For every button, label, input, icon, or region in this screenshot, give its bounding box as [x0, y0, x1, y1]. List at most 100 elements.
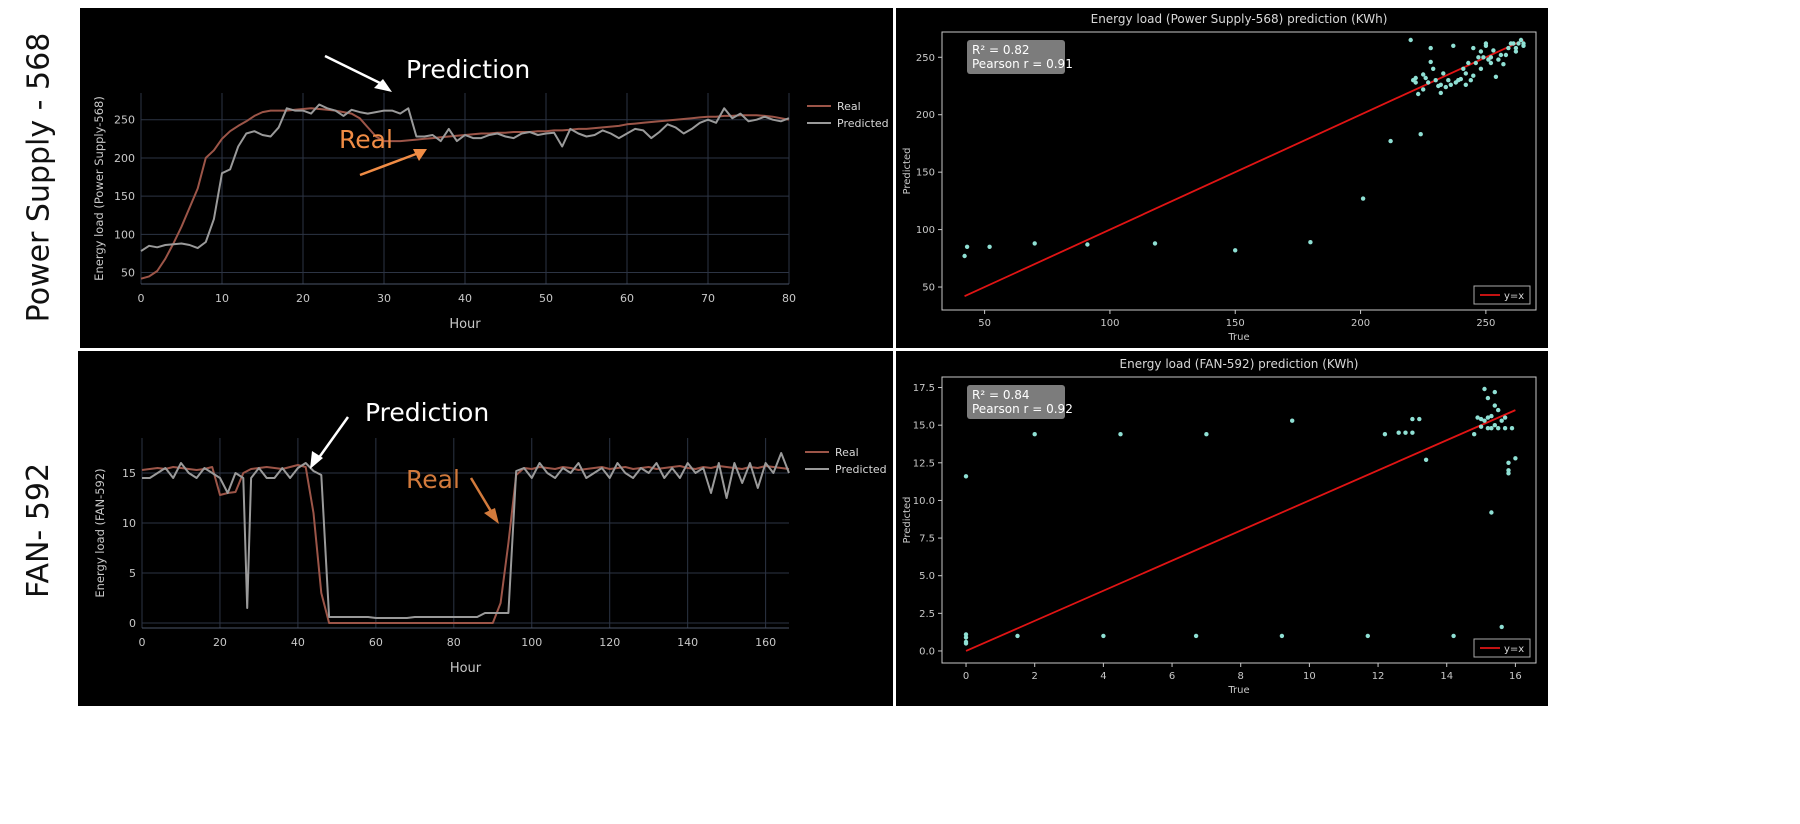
scatter-point [1410, 430, 1415, 435]
x-tick-label: 2 [1032, 671, 1038, 682]
scatter-point [1472, 432, 1477, 437]
legend-label: y=x [1504, 644, 1524, 655]
fit-line [964, 39, 1524, 298]
x-axis-label: True [1227, 685, 1249, 696]
y-tick-label: 200 [114, 152, 135, 165]
x-tick-label: 14 [1440, 671, 1453, 682]
x-tick-label: 80 [782, 292, 796, 305]
x-tick-label: 16 [1509, 671, 1522, 682]
y-tick-label: 17.5 [913, 383, 935, 394]
scatter-point [1481, 55, 1486, 60]
scatter-point [1491, 48, 1496, 53]
scatter-point [1408, 37, 1413, 43]
y-tick-label: 0 [129, 617, 136, 630]
y-axis-label: Predicted [902, 497, 913, 544]
scatter-point [1502, 415, 1508, 420]
scatter-point [1506, 471, 1511, 476]
y-tick-label: 15 [122, 467, 136, 480]
scatter-point [1493, 74, 1499, 80]
annotation-prediction-arrow [316, 416, 350, 460]
power-supply-line-chart: 50 100 150 200 250 0 10 20 30 40 50 60 70 80 Hour Energ… [80, 8, 893, 348]
scatter-point [1413, 75, 1418, 81]
chart-title: Energy load (FAN-592) prediction (KWh) [1120, 357, 1359, 371]
plot-frame [941, 376, 1537, 664]
scatter-point [1466, 60, 1471, 66]
scatter-point [1489, 510, 1494, 515]
y-tick-label: 150 [114, 190, 135, 203]
scatter-point [1478, 49, 1484, 54]
scatter-point [1516, 41, 1521, 46]
scatter-point [1518, 37, 1524, 43]
scatter-point [1488, 55, 1494, 60]
scatter-point [1360, 196, 1366, 201]
fan-line-chart: 0 5 10 15 0 20 40 60 80 100 120 140 160 Hour Energy lo… [78, 351, 893, 706]
scatter-point [1492, 403, 1497, 408]
x-tick-label: 150 [1226, 318, 1245, 329]
scatter-point [1478, 424, 1484, 429]
y-tick-label: 0.0 [919, 646, 935, 657]
scatter-point [963, 474, 969, 479]
scatter-point [1492, 423, 1497, 428]
fan-scatter-chart: Energy load (FAN-592) prediction (KWh) 0 2… [896, 351, 1548, 706]
x-tick-label: 60 [620, 292, 634, 305]
legend-box [1473, 638, 1531, 658]
y-tick-label: 5 [129, 567, 136, 580]
stats-text: Pearson r = 0.92 [972, 402, 1073, 416]
chart-svg: Energy load (FAN-592) prediction (KWh) 0 2… [902, 357, 1537, 696]
annotation-prediction-arrowhead [310, 451, 323, 469]
scatter-point [1410, 416, 1415, 422]
scatter-point [1478, 66, 1484, 71]
scatter-point [1503, 52, 1509, 58]
scatter-point [1506, 460, 1511, 465]
x-tick-label: 140 [677, 636, 698, 649]
legend-label: y=x [1504, 291, 1524, 302]
power-supply-scatter-chart: Energy load (Power Supply-568) predictio… [896, 8, 1548, 348]
scatter-point [1473, 60, 1478, 66]
y-axis-label: Energy load (Power Supply-568) [92, 96, 106, 281]
scatter-point [1509, 426, 1515, 431]
scatter-point [1423, 457, 1429, 462]
x-tick-label: 10 [215, 292, 229, 305]
x-tick-label: 40 [291, 636, 305, 649]
x-axis-label: Hour [449, 317, 481, 332]
plot-frame [941, 31, 1537, 311]
scatter-point [1513, 49, 1519, 54]
scatter-point [1478, 416, 1484, 422]
y-tick-label: 100 [916, 225, 935, 236]
scatter-point [1388, 138, 1393, 144]
scatter-point [963, 632, 969, 637]
scatter-point [1458, 76, 1463, 82]
scatter-point [1461, 66, 1466, 71]
scatter-point [1498, 52, 1504, 58]
y-tick-label: 50 [922, 283, 935, 294]
scatter-point [1476, 55, 1481, 60]
scatter-point [1471, 73, 1476, 78]
scatter-point [1501, 62, 1506, 67]
scatter-point [1451, 43, 1456, 48]
x-tick-label: 40 [458, 292, 472, 305]
scatter-point [1423, 75, 1428, 81]
x-axis-label: True [1227, 332, 1249, 343]
scatter-point [1416, 91, 1421, 97]
x-tick-label: 60 [369, 636, 383, 649]
scatter-point [963, 639, 969, 645]
scatter-point [1421, 72, 1426, 77]
scatter-point [1482, 386, 1487, 392]
scatter-point [1279, 633, 1285, 639]
x-tick-label: 12 [1372, 671, 1385, 682]
x-tick-label: 20 [296, 292, 310, 305]
scatter-point [1085, 242, 1090, 247]
scatter-point [1485, 426, 1491, 431]
scatter-point [1382, 432, 1388, 437]
scatter-point [1513, 45, 1519, 51]
y-tick-label: 250 [114, 114, 135, 127]
y-tick-label: 150 [916, 168, 935, 179]
fit-line [965, 409, 1516, 652]
legend-label: Real [835, 446, 859, 459]
y-tick-label: 10.0 [913, 496, 935, 507]
scatter-point [1438, 82, 1443, 88]
y-tick-label: 200 [916, 110, 935, 121]
y-tick-label: 7.5 [919, 534, 935, 545]
x-tick-label: 0 [139, 636, 146, 649]
scatter-point [1485, 395, 1491, 401]
